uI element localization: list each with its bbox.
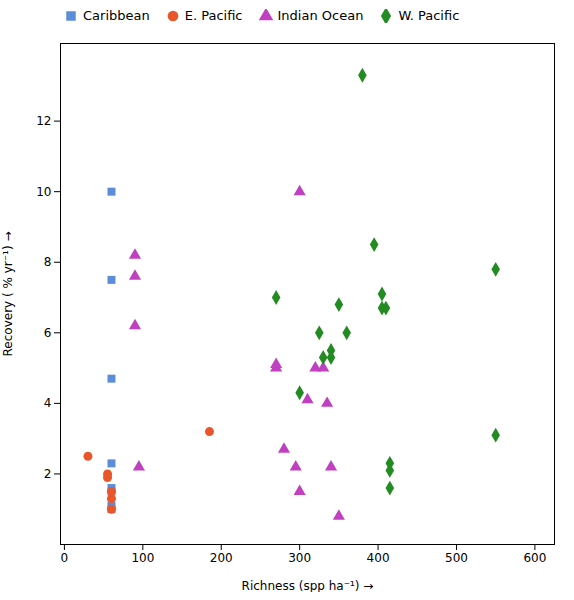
svg-text:4: 4 [44,396,52,410]
svg-text:300: 300 [288,551,311,565]
svg-text:2: 2 [44,467,52,481]
html-text:Indian Ocean: Indian Ocean [277,8,364,23]
svg-text:400: 400 [367,551,390,565]
html-text:E. Pacific: E. Pacific [184,8,243,23]
svg-text:0: 0 [61,551,69,565]
svg-text:Recovery ( % yr⁻¹) →: Recovery ( % yr⁻¹) → [1,232,15,357]
html-text:W. Pacific: W. Pacific [398,8,460,23]
svg-text:6: 6 [44,326,52,340]
svg-text:10: 10 [36,185,51,199]
svg-text:Richness (spp ha⁻¹) →: Richness (spp ha⁻¹) → [242,579,374,593]
svg-text:200: 200 [210,551,233,565]
svg-text:600: 600 [523,551,546,565]
svg-text:12: 12 [36,114,51,128]
svg-text:100: 100 [131,551,154,565]
svg-text:8: 8 [44,255,52,269]
svg-text:500: 500 [445,551,468,565]
html-text:Caribbean: Caribbean [83,8,150,23]
